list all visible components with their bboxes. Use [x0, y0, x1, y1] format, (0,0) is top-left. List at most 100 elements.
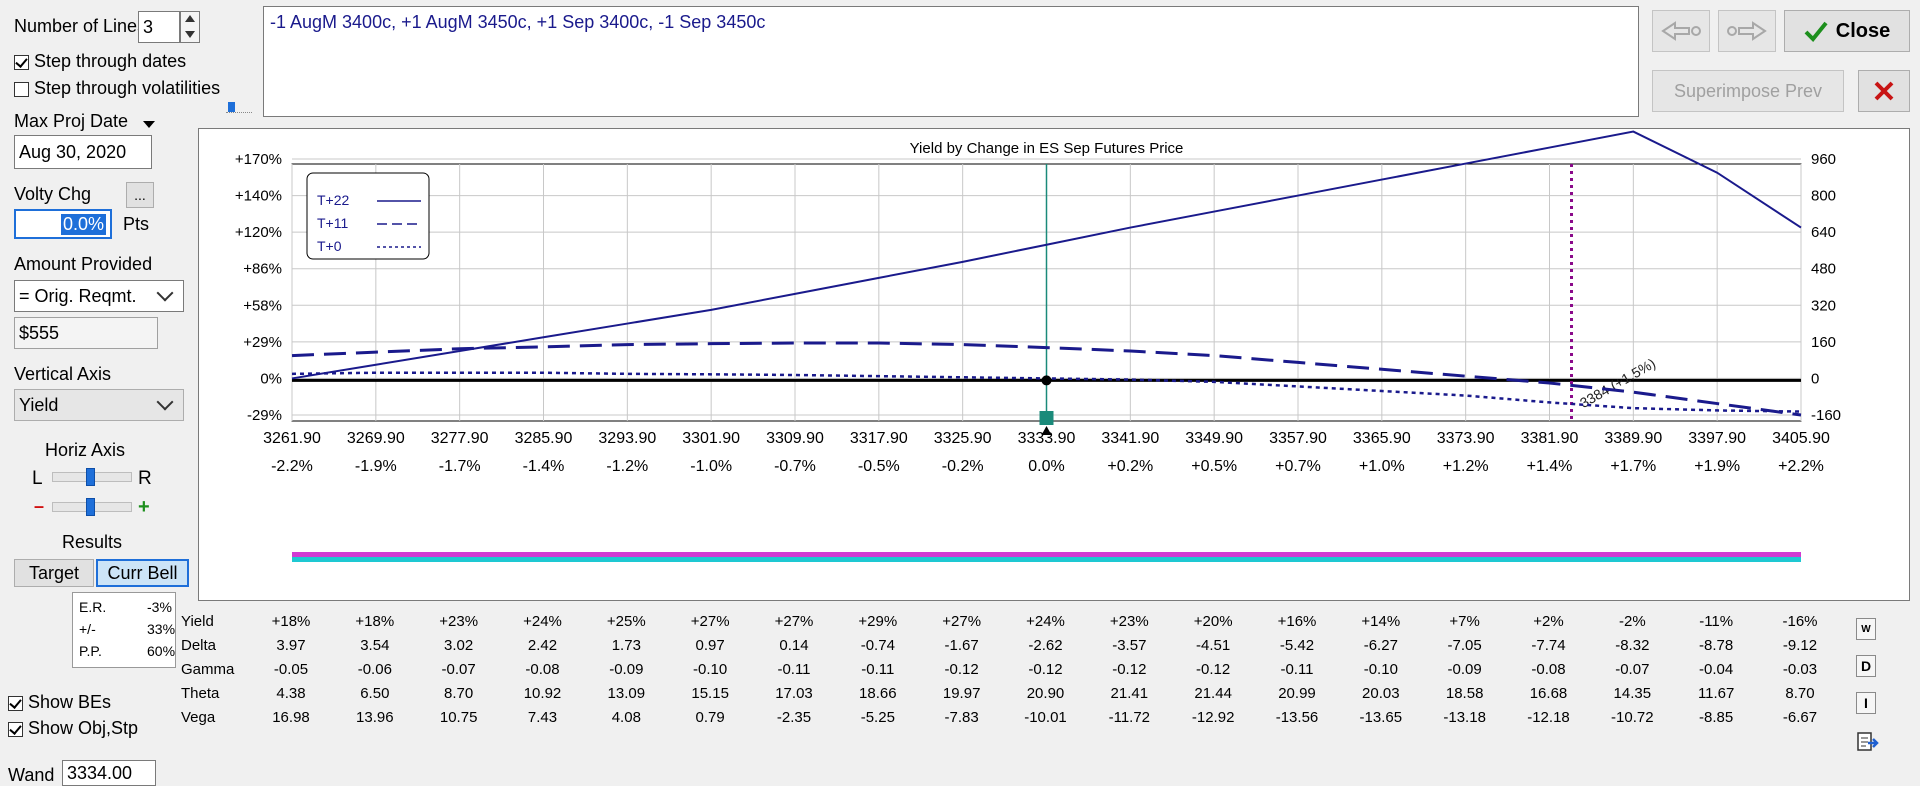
spin-up-icon[interactable] [185, 15, 195, 22]
wand-input[interactable]: 3334.00 [62, 760, 156, 786]
x-pct-label: +0.2% [1107, 458, 1153, 475]
legend-label: T+11 [317, 215, 348, 231]
cancel-button[interactable] [1858, 70, 1910, 112]
x-tick-label: 3373.90 [1437, 430, 1495, 447]
position-text: -1 AugM 3400c, +1 AugM 3450c, +1 Sep 340… [270, 12, 766, 32]
x-tick-label: 3397.90 [1688, 430, 1746, 447]
haxis-slider-thumb[interactable] [86, 468, 95, 486]
table-cell: -0.09 [609, 661, 644, 678]
num-lines-input[interactable]: 3 [138, 11, 180, 43]
zoom-out-label[interactable]: – [34, 496, 45, 516]
show-obj-checkbox[interactable] [8, 721, 23, 737]
table-cell: 10.75 [439, 709, 478, 726]
table-cell: +27% [690, 613, 730, 630]
export-icon[interactable] [1856, 730, 1880, 754]
table-cell: -11.72 [1108, 709, 1151, 726]
step-vol-label: Step through volatilities [34, 78, 221, 98]
yield-chart[interactable]: Yield by Change in ES Sep Futures Price 3… [199, 129, 1911, 602]
close-button[interactable]: Close [1784, 10, 1910, 52]
table-cell: +25% [606, 613, 646, 630]
table-cell: -8.78 [1699, 637, 1734, 654]
table-cell: -5.42 [1279, 637, 1315, 654]
pp-label: P.P. [79, 643, 102, 659]
table-row-label: Yield [181, 613, 214, 630]
vaxis-label: Vertical Axis [14, 364, 112, 384]
max-proj-input[interactable]: Aug 30, 2020 [14, 135, 152, 169]
table-cell: -0.11 [1280, 661, 1314, 678]
table-cell: +24% [1026, 613, 1065, 630]
table-cell: +18% [355, 613, 395, 630]
table-cell: -4.51 [1196, 637, 1231, 654]
pm-value: 33% [147, 621, 176, 637]
table-cell: -8.85 [1699, 709, 1734, 726]
step-vol-checkbox[interactable] [14, 81, 29, 97]
y-left-tick-label: +58% [243, 297, 282, 314]
series-line-tplus22 [291, 130, 1802, 380]
next-button[interactable] [1718, 10, 1776, 52]
table-cell: 20.99 [1278, 685, 1316, 702]
step-vol-row[interactable]: Step through volatilities [14, 78, 220, 99]
side-button-d[interactable]: D [1856, 655, 1876, 677]
max-proj-dropdown-icon[interactable] [143, 121, 155, 128]
table-cell: -0.05 [273, 661, 309, 678]
table-cell: 1.73 [611, 637, 641, 654]
chart-panel: Yield by Change in ES Sep Futures Price 3… [198, 128, 1910, 601]
show-bes-checkbox[interactable] [8, 695, 23, 711]
table-cell: 3.97 [276, 637, 306, 654]
current-point-marker [1041, 375, 1052, 386]
step-dates-row[interactable]: Step through dates [14, 51, 186, 72]
table-row-label: Vega [181, 709, 216, 726]
num-lines-label: Number of Lines [14, 16, 147, 36]
num-lines-spinner[interactable] [180, 11, 200, 43]
show-bes-row[interactable]: Show BEs [8, 692, 111, 713]
table-cell: +23% [439, 613, 479, 630]
table-cell: +16% [1277, 613, 1317, 630]
results-box: E.R. -3% +/- 33% P.P. 60% [72, 592, 176, 668]
superimpose-button[interactable]: Superimpose Prev [1652, 70, 1844, 112]
side-button-w[interactable]: W [1856, 618, 1876, 640]
amount-select[interactable]: = Orig. Reqmt. [14, 280, 184, 312]
zoom-slider-thumb[interactable] [86, 498, 95, 516]
y-left-tick-label: +170% [235, 151, 282, 168]
num-lines-value: 3 [143, 16, 154, 37]
x-pct-label: -1.4% [523, 458, 565, 475]
y-right-tick-label: 640 [1811, 224, 1836, 241]
table-cell: -13.18 [1443, 709, 1486, 726]
position-textbox[interactable]: -1 AugM 3400c, +1 AugM 3450c, +1 Sep 340… [263, 6, 1639, 117]
pm-label: +/- [79, 621, 96, 637]
table-cell: -0.08 [525, 661, 560, 678]
volty-input[interactable]: 0.0% [14, 209, 112, 239]
step-dates-checkbox[interactable] [14, 54, 29, 70]
x-tick-label: 3293.90 [598, 430, 656, 447]
table-cell: 21.44 [1194, 685, 1232, 702]
table-cell: +27% [942, 613, 982, 630]
curr-bell-button[interactable]: Curr Bell [96, 559, 189, 587]
x-pct-label: +1.4% [1527, 458, 1573, 475]
close-label: Close [1835, 19, 1891, 42]
arrow-right-icon [1727, 21, 1767, 41]
vaxis-select[interactable]: Yield [14, 389, 184, 421]
table-cell: -0.03 [1782, 661, 1818, 678]
show-obj-row[interactable]: Show Obj,Stp [8, 718, 138, 739]
prev-button[interactable] [1652, 10, 1710, 52]
table-cell: -13.65 [1359, 709, 1403, 726]
y-right-tick-label: 320 [1811, 297, 1836, 314]
side-button-i[interactable]: I [1856, 692, 1876, 714]
series-line-tplus11 [291, 341, 1802, 417]
zoom-in-label[interactable]: + [138, 496, 150, 518]
wand-label: Wand [8, 765, 55, 785]
table-row-label: Delta [181, 637, 217, 654]
target-button[interactable]: Target [14, 559, 94, 587]
spin-down-icon[interactable] [185, 31, 195, 38]
x-pct-label: +1.2% [1443, 458, 1489, 475]
mini-slider[interactable] [226, 102, 252, 118]
table-cell: +23% [1109, 613, 1149, 630]
y-left-tick-label: +29% [243, 334, 282, 351]
x-tick-label: 3317.90 [850, 430, 908, 447]
table-cell: -12.18 [1527, 709, 1570, 726]
amount-input[interactable]: $555 [14, 317, 158, 349]
table-cell: +2% [1533, 613, 1564, 630]
max-proj-label[interactable]: Max Proj Date [14, 111, 129, 131]
table-cell: +14% [1361, 613, 1401, 630]
volty-more-button[interactable]: ... [126, 182, 154, 208]
